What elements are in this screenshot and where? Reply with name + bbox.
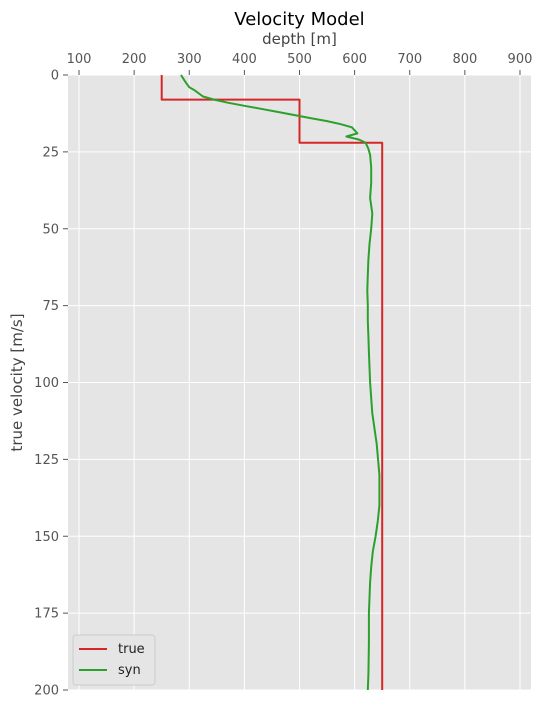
x-tick-label-5: 600 — [342, 52, 367, 67]
legend: true syn — [72, 634, 156, 686]
y-tick-label-2: 50 — [42, 222, 59, 237]
series-line-true — [160, 75, 384, 690]
y-tick-label-5: 125 — [34, 453, 59, 468]
y-tick-label-4: 100 — [34, 376, 59, 391]
x-axis-label: depth [m] — [262, 30, 337, 48]
legend-box — [72, 634, 156, 686]
x-axis-ticks: 100 200 300 400 500 600 700 800 900 — [67, 52, 533, 75]
x-tick-label-2: 300 — [177, 52, 202, 67]
x-tick-label-1: 200 — [122, 52, 147, 67]
chart-title: Velocity Model — [234, 9, 364, 30]
y-axis-label: true velocity [m/s] — [8, 313, 26, 451]
y-tick-label-7: 175 — [34, 607, 59, 622]
y-tick-label-6: 150 — [34, 530, 59, 545]
x-tick-label-4: 500 — [287, 52, 312, 67]
series-line-syn — [180, 74, 381, 691]
x-tick-label-3: 400 — [232, 52, 257, 67]
legend-label-syn: syn — [118, 663, 141, 678]
x-tick-label-7: 800 — [452, 52, 477, 67]
x-tick-label-8: 900 — [508, 52, 533, 67]
y-tick-label-8: 200 — [34, 684, 59, 699]
x-tick-label-0: 100 — [67, 52, 92, 67]
y-tick-label-1: 25 — [42, 145, 59, 160]
y-tick-label-0: 0 — [51, 69, 59, 84]
x-tick-label-6: 700 — [397, 52, 422, 67]
series-lines — [160, 74, 384, 691]
y-tick-label-3: 75 — [42, 299, 59, 314]
legend-label-true: true — [118, 642, 145, 657]
y-axis-ticks: 0 25 50 75 100 125 150 175 200 — [34, 69, 68, 699]
